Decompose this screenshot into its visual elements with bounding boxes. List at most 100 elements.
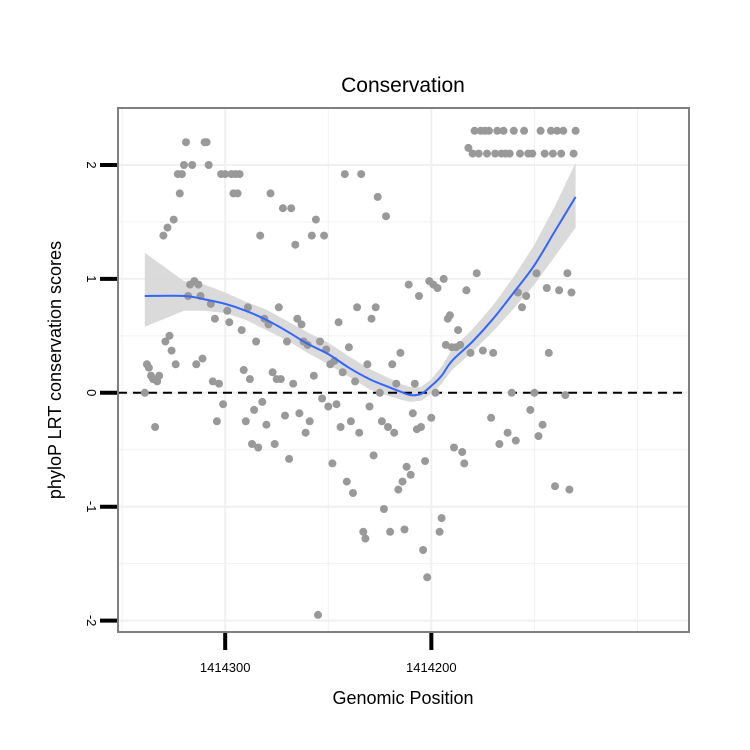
y-tick-label: -1 (84, 501, 99, 513)
data-point (394, 485, 403, 494)
data-point (398, 477, 407, 486)
data-point (361, 534, 370, 543)
data-point (468, 149, 477, 158)
data-point (256, 231, 265, 240)
y-axis-label: phyloP LRT conservation scores (45, 241, 65, 499)
data-point (349, 489, 357, 497)
y-tick-label: 0 (84, 389, 99, 396)
confidence-ribbon (144, 162, 576, 402)
data-point (382, 212, 390, 221)
data-point (445, 311, 454, 320)
data-point (396, 348, 405, 357)
grid (118, 108, 689, 632)
data-point (291, 240, 300, 249)
data-point (307, 231, 316, 240)
data-point (538, 420, 547, 429)
data-point (266, 189, 275, 198)
data-point (233, 189, 242, 198)
data-point (499, 126, 508, 135)
data-point (340, 170, 349, 179)
data-point (151, 423, 160, 431)
data-point (180, 161, 188, 169)
data-point (483, 149, 491, 158)
data-point (332, 400, 341, 409)
data-point (293, 314, 302, 323)
data-point (518, 303, 526, 312)
data-point (212, 417, 221, 426)
data-point (169, 215, 178, 224)
data-point (336, 423, 345, 431)
y-tick-label: -2 (84, 615, 99, 627)
data-point (462, 286, 471, 295)
data-point (400, 525, 409, 534)
x-axis: 1414300 1414200 (200, 633, 457, 675)
data-point (388, 360, 397, 369)
data-point (520, 126, 529, 135)
data-point (239, 366, 248, 374)
data-point (371, 303, 380, 312)
data-point (516, 149, 524, 158)
data-point (283, 337, 291, 346)
data-point (357, 170, 366, 179)
data-point (223, 306, 232, 315)
x-tick-label: 1414300 (200, 660, 251, 675)
data-point (474, 149, 483, 158)
data-point (548, 149, 557, 158)
data-point (281, 411, 289, 420)
data-point (301, 428, 310, 437)
data-point (155, 371, 164, 380)
data-point (464, 143, 473, 152)
data-point (252, 337, 261, 346)
data-point (526, 405, 535, 414)
data-point (309, 371, 318, 380)
data-point (163, 223, 172, 232)
data-point (351, 377, 360, 386)
data-point (507, 388, 516, 397)
data-point (433, 284, 442, 292)
data-point (563, 269, 572, 278)
data-point (503, 428, 512, 437)
data-point (262, 420, 271, 429)
scatter-points (140, 126, 580, 619)
data-point (390, 428, 399, 437)
data-point (544, 348, 553, 357)
data-point (557, 149, 566, 158)
data-point (567, 288, 576, 297)
data-point (338, 368, 347, 377)
data-point (320, 231, 329, 240)
data-point (276, 375, 285, 384)
data-point (495, 440, 504, 448)
data-point (478, 346, 487, 355)
data-point (555, 286, 564, 295)
data-point (365, 402, 374, 411)
y-axis: -2 -1 0 1 2 (84, 161, 117, 626)
data-point (344, 343, 353, 352)
data-point (192, 360, 201, 369)
data-point (144, 363, 153, 372)
data-point (493, 126, 502, 135)
data-point (355, 428, 364, 437)
data-point (373, 192, 382, 201)
data-point (406, 470, 415, 479)
data-point (245, 375, 254, 384)
data-point (369, 451, 378, 460)
data-point (235, 170, 244, 179)
data-point (509, 126, 518, 135)
data-point (221, 170, 230, 179)
data-point (571, 126, 580, 135)
data-point (167, 346, 176, 355)
data-point (182, 138, 190, 147)
data-point (285, 454, 294, 463)
data-point (346, 417, 355, 426)
data-point (305, 417, 314, 426)
data-point (375, 388, 384, 397)
data-point (546, 126, 555, 135)
data-point (208, 377, 217, 386)
data-point (177, 170, 186, 179)
data-point (404, 280, 413, 289)
data-point (460, 459, 469, 468)
data-point (237, 326, 246, 335)
data-point (210, 314, 219, 323)
data-point (485, 126, 493, 135)
